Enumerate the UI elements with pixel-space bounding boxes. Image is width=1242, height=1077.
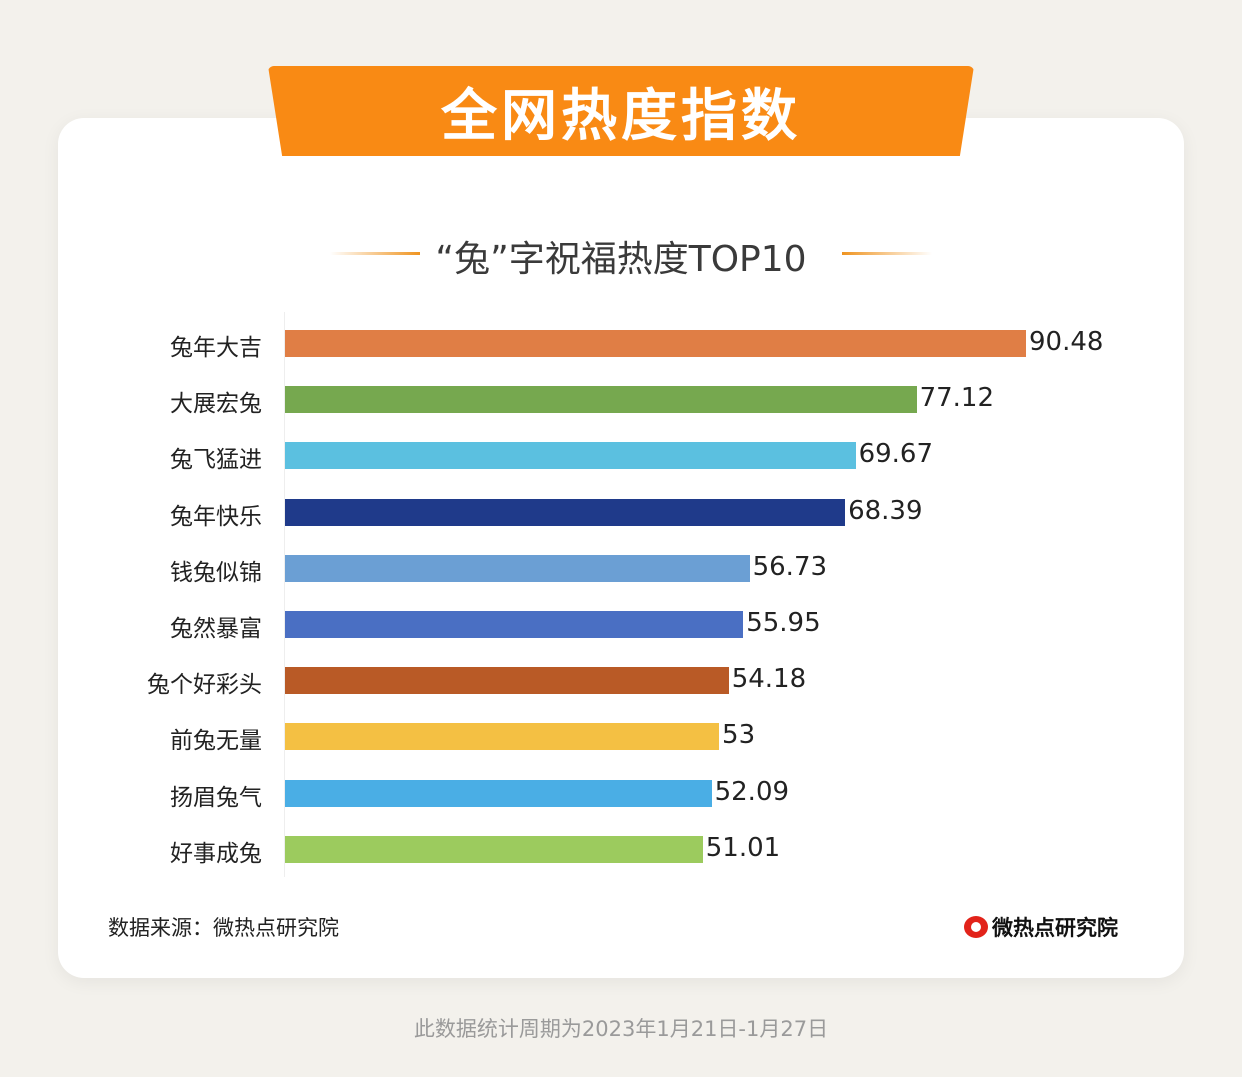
value-label: 54.18 — [731, 664, 807, 695]
category-label: 扬眉兔气 — [170, 784, 262, 811]
bar — [285, 611, 744, 638]
bar — [285, 498, 846, 526]
chart-title: “兔”字祝福热度TOP10 — [435, 239, 807, 280]
banner-title: 全网热度指数 — [268, 66, 974, 156]
bar — [285, 330, 1026, 357]
bar — [285, 779, 712, 807]
value-label: 55.95 — [746, 608, 821, 638]
title-decor-line-left — [330, 252, 420, 255]
category-label: 兔年快乐 — [170, 503, 262, 530]
category-label: 钱兔似锦 — [170, 559, 262, 586]
category-label: 兔个好彩头 — [147, 672, 262, 699]
bar — [285, 667, 729, 695]
value-label: 90.48 — [1029, 327, 1104, 357]
value-label: 56.73 — [752, 551, 828, 582]
bar — [285, 442, 856, 470]
logo: 微热点研究院 — [964, 912, 1118, 942]
bar — [285, 835, 703, 863]
value-label: 53 — [722, 720, 756, 751]
category-label: 大展宏兔 — [170, 391, 262, 418]
category-label: 兔然暴富 — [170, 616, 262, 642]
data-source: 数据来源：微热点研究院 — [108, 916, 339, 940]
category-label: 好事成兔 — [170, 840, 262, 867]
category-label: 兔年大吉 — [170, 335, 262, 361]
chart-card — [58, 118, 1184, 978]
value-label: 68.39 — [848, 495, 923, 526]
bar — [285, 723, 720, 751]
logo-text: 微热点研究院 — [992, 916, 1118, 940]
title-decor-line-right — [842, 252, 932, 255]
footer-note: 此数据统计周期为2023年1月21日-1月27日 — [413, 1017, 829, 1041]
weibo-eye-icon — [964, 916, 988, 938]
category-label: 兔飞猛进 — [170, 447, 262, 474]
value-label: 51.01 — [705, 832, 781, 863]
category-label: 前兔无量 — [170, 728, 262, 755]
value-label: 69.67 — [858, 439, 933, 470]
value-label: 52.09 — [714, 776, 790, 807]
y-axis-line — [284, 312, 285, 877]
value-label: 77.12 — [919, 383, 995, 414]
bar — [285, 386, 917, 414]
bar — [285, 554, 750, 582]
